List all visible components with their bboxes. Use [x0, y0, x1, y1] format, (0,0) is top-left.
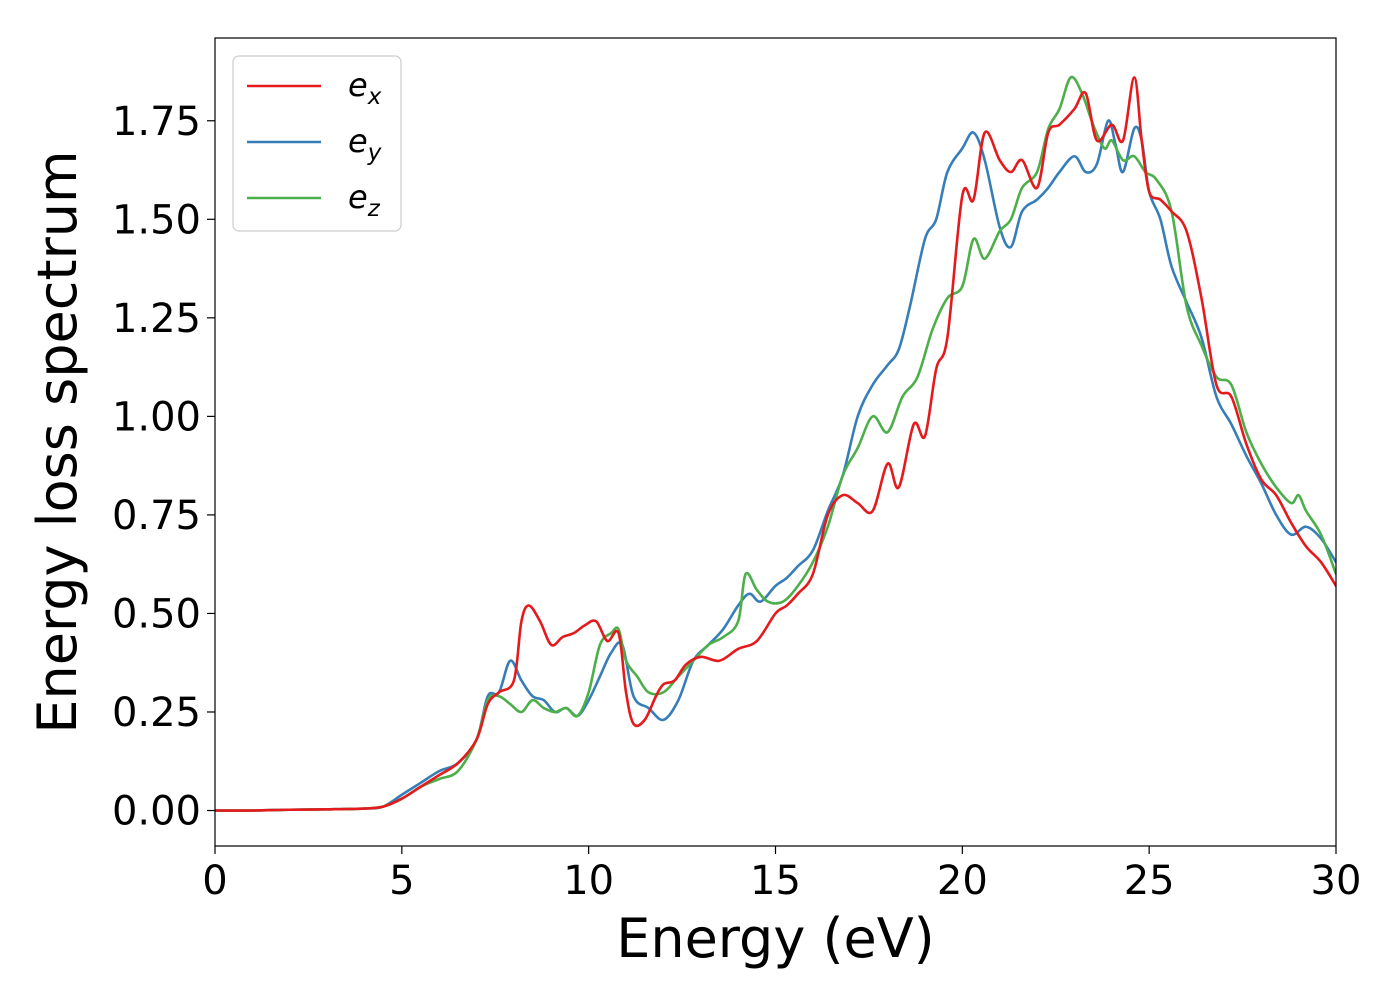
- legend-label-base: e: [348, 122, 368, 160]
- y-tick-label: 1.00: [112, 394, 201, 440]
- x-tick-label: 0: [202, 858, 227, 904]
- x-tick-label: 5: [389, 858, 414, 904]
- x-tick-label: 25: [1124, 858, 1175, 904]
- x-tick-label: 30: [1311, 858, 1362, 904]
- y-tick-label: 1.25: [112, 296, 201, 342]
- legend-label-base: e: [348, 178, 368, 216]
- legend-label-subscript: y: [367, 140, 382, 166]
- series-layer: [215, 75, 1336, 812]
- y-tick-label: 0.25: [112, 690, 201, 736]
- y-tick-label: 1.50: [112, 197, 201, 243]
- legend-label-subscript: x: [367, 84, 382, 110]
- legend-label-e-y: ey: [348, 122, 382, 166]
- legend-label-subscript: z: [367, 196, 381, 222]
- x-tick-label: 20: [937, 858, 988, 904]
- x-tick-label: 10: [563, 858, 614, 904]
- legend-label-e-z: ez: [348, 178, 381, 222]
- axes: 0 5 10 15 20 25 30 0.00 0.25 0.50 0.75 1.00 1.25 1.50…: [112, 99, 1362, 904]
- x-axis-label: Energy (eV): [616, 907, 935, 970]
- series-line-e-z: [215, 75, 1336, 812]
- legend-label-base: e: [348, 66, 368, 104]
- y-tick-label: 0.50: [112, 591, 201, 637]
- y-tick-label: 1.75: [112, 99, 201, 145]
- legend-box: [232, 55, 402, 232]
- x-tick-label: 15: [750, 858, 801, 904]
- legend-label-e-x: ex: [348, 66, 382, 110]
- y-axis-label: Energy loss spectrum: [26, 150, 89, 733]
- y-tick-label: 0.75: [112, 493, 201, 539]
- series-line-e-x: [215, 76, 1336, 812]
- y-tick-label: 0.00: [112, 789, 201, 835]
